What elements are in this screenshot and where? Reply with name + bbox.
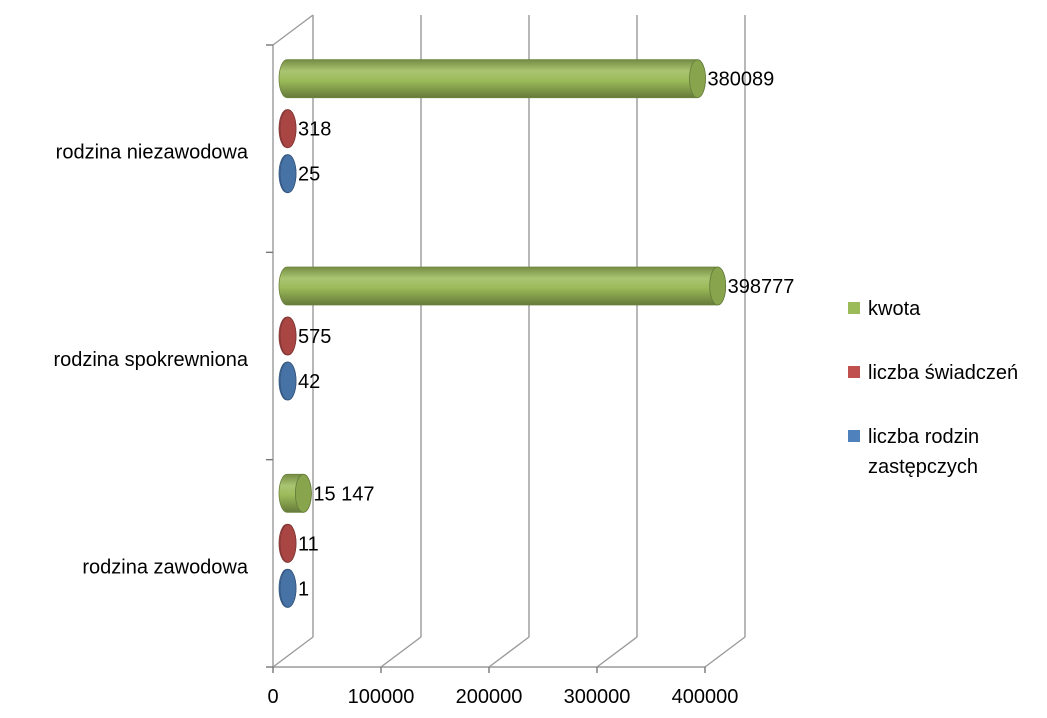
bar-end (279, 568, 297, 608)
floor-gridline (596, 636, 638, 668)
x-tick-label: 100000 (348, 686, 415, 708)
legend-label: kwota (868, 298, 921, 320)
bar-end (279, 109, 297, 149)
legend-label: liczba rodzin (868, 426, 979, 448)
floor-gridline (272, 636, 314, 668)
data-label: 318 (298, 119, 331, 141)
data-label: 11 (298, 533, 319, 555)
bar-end (279, 154, 297, 194)
floor-gridline (488, 636, 530, 668)
bar-end (709, 266, 727, 306)
bar-end (279, 523, 297, 563)
data-label: 25 (298, 164, 320, 186)
data-label: 398777 (728, 276, 795, 298)
category-label: rodzina zawodowa (82, 556, 249, 578)
data-label: 42 (298, 371, 320, 393)
x-tick-label: 400000 (672, 686, 739, 708)
legend-swatch (848, 430, 860, 442)
bar-end (689, 59, 706, 99)
wall-edge (272, 14, 314, 46)
legend-swatch (848, 366, 860, 378)
floor-gridline (380, 636, 422, 668)
legend-label: liczba świadczeń (868, 362, 1018, 384)
x-tick-label: 200000 (456, 686, 523, 708)
data-label: 380089 (707, 69, 774, 91)
data-label: 1 (298, 578, 309, 600)
data-label: 15 147 (313, 483, 374, 505)
x-tick-label: 300000 (564, 686, 631, 708)
bar-end (294, 473, 312, 513)
legend-label: zastępczych (868, 456, 978, 478)
data-label: 575 (298, 326, 331, 348)
bar[interactable] (278, 59, 706, 99)
bar-end (279, 361, 297, 401)
floor-gridline (704, 636, 746, 668)
category-label: rodzina niezawodowa (56, 142, 249, 164)
bar-end (279, 316, 297, 356)
category-label: rodzina spokrewniona (53, 349, 248, 371)
bar[interactable] (278, 266, 727, 306)
legend-swatch (848, 302, 860, 314)
x-tick-label: 0 (267, 686, 278, 708)
